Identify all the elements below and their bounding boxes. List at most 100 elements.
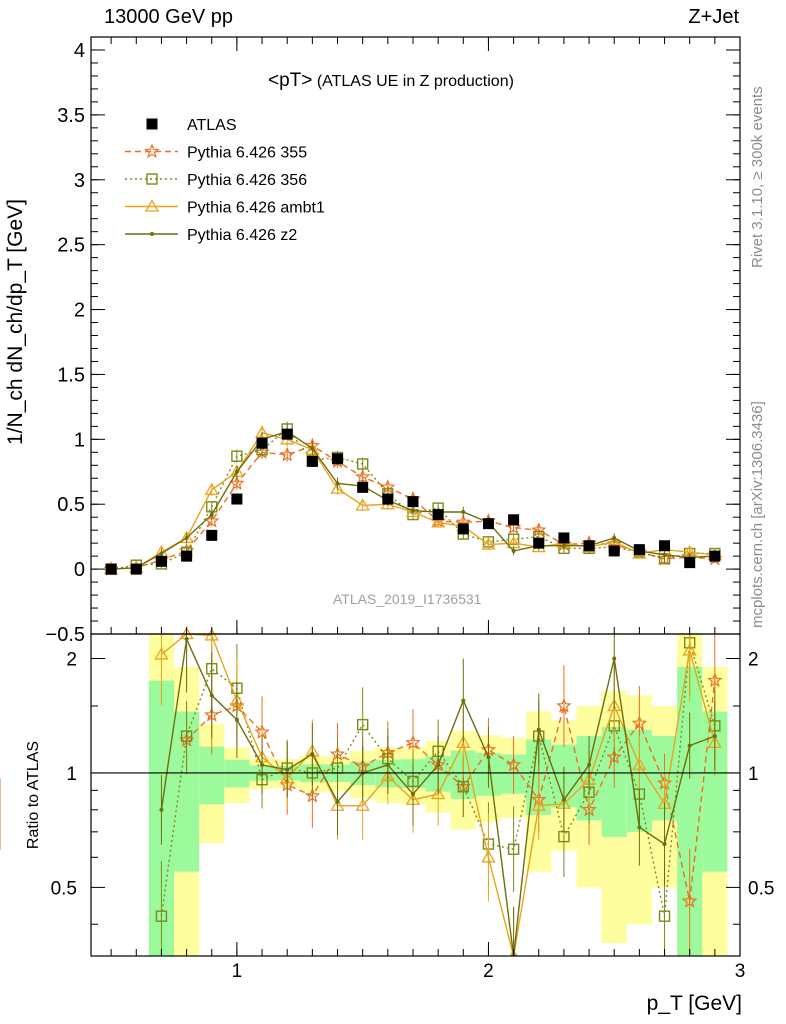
ratio-tick-label-right: 1 [748,764,759,785]
ratio-point [335,799,340,804]
legend-label: Pythia 6.426 ambt1 [187,200,325,217]
y-tick-label: 2 [74,300,85,322]
legend-label: ATLAS [187,117,237,134]
ratio-tick-label-left: 1 [66,764,77,785]
data-point-atlas [231,493,243,505]
data-point-atlas [457,523,469,535]
legend-marker [146,118,158,130]
ratio-point [155,910,168,922]
y-axis-label-text: 1/N_ch dN_ch/dp_T [GeV] [4,199,27,445]
ratio-point [310,752,315,757]
data-point [505,519,522,535]
series-atlas [105,428,721,575]
y-tick-label: 1.5 [57,364,85,386]
data-point [561,543,566,548]
legend-label: Pythia 6.426 355 [187,145,307,162]
data-point-atlas [382,493,394,505]
data-point [431,515,446,528]
legend-item: Pythia 6.426 ambt1 [125,199,325,217]
ratio-point [658,910,671,922]
data-point-atlas [608,545,620,557]
y-tick-label: 4 [74,40,85,62]
legend-item: ATLAS [146,117,237,134]
legend-marker [146,173,158,185]
data-point [209,512,214,517]
ratio-point [431,786,446,800]
data-point [335,481,340,486]
data-point-atlas [281,428,293,440]
x-tick-label: 3 [735,961,746,982]
data-point-atlas [181,550,193,562]
ratio-point [436,762,441,767]
ratio-point [507,843,520,855]
ratio-point [234,717,239,722]
main-series [103,421,723,576]
data-point-atlas [583,540,595,552]
y-tick-label: 3 [74,170,85,192]
ratio-point [662,842,667,847]
ratio-point [607,698,622,712]
ratio-point [486,755,491,760]
data-point-atlas [206,529,218,541]
ratio-point [285,767,290,772]
ratio-point [209,693,214,698]
ratio-point [481,849,496,863]
data-point-atlas [357,481,369,493]
data-point [184,535,189,540]
data-point [662,552,667,557]
chart-title-main: <pT> [268,70,312,91]
ratio-point [632,757,647,771]
data-point-atlas [684,557,696,569]
chart-title-sub: (ATLAS UE in Z production) [312,73,514,90]
data-point [279,446,295,462]
y-tick-label: −0.5 [46,624,85,646]
ratio-point [556,697,572,713]
y-axis-label: 1/N_ch dN_ch/dp_T [GeV] [4,199,27,445]
data-point [310,446,315,451]
ratio-point [587,762,592,767]
source-info: mcplots.cern.ch [arXiv:1306.3436] [749,401,766,628]
data-point-atlas [709,550,721,562]
ratio-tick-label-right: 2 [748,650,759,671]
ratio-point [457,781,469,793]
data-point [356,458,369,470]
data-point-atlas [508,514,520,526]
y-tick-label: 0.5 [57,494,85,516]
ratio-uncertainty-bands [148,634,728,956]
ratio-point [260,762,265,767]
data-point [511,548,516,553]
data-point-atlas [533,537,545,549]
data-point [354,468,371,484]
y-tick-label: 2.5 [57,235,85,257]
ratio-frame [90,633,741,957]
mask-bottom [0,956,786,1024]
legend-item: Pythia 6.426 356 [125,172,307,189]
header-channel: Z+Jet [688,6,739,28]
ratio-point [461,698,466,703]
legend: ATLAS Pythia 6.426 355 Pythia 6.426 356 Pyt… [125,117,325,244]
ratio-point [405,734,421,750]
data-point [234,469,239,474]
data-point [612,535,617,540]
data-point-atlas [332,453,344,465]
ratio-point [712,734,717,739]
rivet-info: Rivet 3.1.10, ≥ 300k events [749,86,766,268]
y-tick-label: 1 [74,429,85,451]
data-point-atlas [633,544,645,556]
data-point [159,551,164,556]
ratio-point [180,730,193,742]
ratio-point [682,643,697,656]
legend-marker [150,232,154,236]
ratio-point [687,743,692,748]
data-point-atlas [130,563,142,575]
y-tick-label: 0 [74,559,85,581]
ratio-point [707,672,723,688]
data-point [355,498,370,511]
ratio-point [204,628,219,641]
ratio-point [184,637,189,642]
ratio-point [410,792,415,797]
legend-label: Pythia 6.426 356 [187,172,307,189]
ratio-point [631,715,648,731]
data-point-atlas [558,532,570,544]
